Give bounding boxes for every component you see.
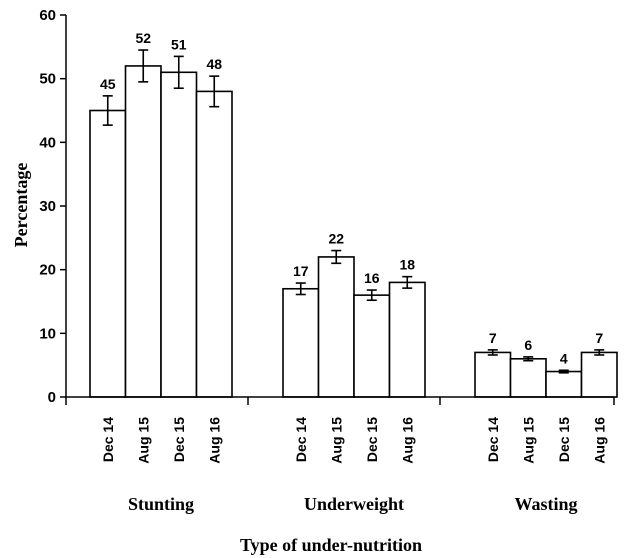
data-label: 52 — [135, 30, 151, 46]
x-tick-label: Dec 15 — [556, 417, 572, 462]
y-tick-label: 20 — [39, 262, 56, 279]
x-tick-label: Dec 14 — [293, 417, 309, 462]
bar — [317, 256, 355, 398]
x-tick-label: Aug 16 — [399, 417, 415, 464]
data-label: 51 — [171, 36, 187, 52]
x-tick-label: Dec 15 — [364, 417, 380, 462]
bars: 45 52 51 48 17 22 16 18 7 6 4 7 — [89, 30, 618, 398]
bar — [282, 287, 320, 398]
x-tick-label: Dec 14 — [100, 417, 116, 462]
group-label: Underweight — [304, 494, 404, 514]
bar — [545, 370, 583, 398]
x-tick-label: Aug 15 — [520, 417, 536, 464]
group-label: Wasting — [514, 494, 577, 514]
bar — [160, 71, 198, 398]
bar — [353, 294, 391, 398]
y-tick-label: 0 — [48, 389, 56, 406]
data-label: 45 — [100, 76, 116, 92]
x-tick-label: Dec 15 — [171, 417, 187, 462]
data-label: 7 — [489, 330, 497, 346]
data-label: 4 — [560, 350, 568, 366]
bar — [124, 65, 162, 398]
y-tick-label: 10 — [39, 325, 56, 342]
bar — [388, 281, 426, 398]
y-tick-label: 30 — [39, 198, 56, 215]
x-axis: Dec 14 Aug 15 Dec 15 Aug 16 Stunting Dec 14 Au… — [65, 396, 615, 514]
data-label: 16 — [364, 270, 380, 286]
x-tick-label: Aug 16 — [591, 417, 607, 464]
bar — [89, 109, 127, 398]
group-label: Stunting — [128, 494, 194, 514]
data-label: 7 — [595, 330, 603, 346]
y-tick-label: 40 — [39, 134, 56, 151]
bar — [509, 357, 547, 398]
y-tick-label: 60 — [39, 7, 56, 24]
data-label: 48 — [206, 56, 222, 72]
y-tick-label: 50 — [39, 71, 56, 88]
bar — [474, 351, 512, 398]
bar — [195, 90, 233, 398]
y-axis-title: Percentage — [11, 163, 31, 248]
x-tick-label: Aug 15 — [328, 417, 344, 464]
x-axis-title: Type of under-nutrition — [240, 535, 422, 555]
x-tick-label: Aug 16 — [206, 417, 222, 464]
data-label: 22 — [328, 231, 344, 247]
bar — [580, 351, 618, 398]
y-axis: 0 10 20 30 40 50 60 — [39, 7, 67, 406]
x-tick-label: Aug 15 — [135, 417, 151, 464]
data-label: 17 — [293, 263, 309, 279]
data-label: 18 — [399, 257, 415, 273]
x-tick-label: Dec 14 — [485, 417, 501, 462]
data-label: 6 — [524, 337, 532, 353]
